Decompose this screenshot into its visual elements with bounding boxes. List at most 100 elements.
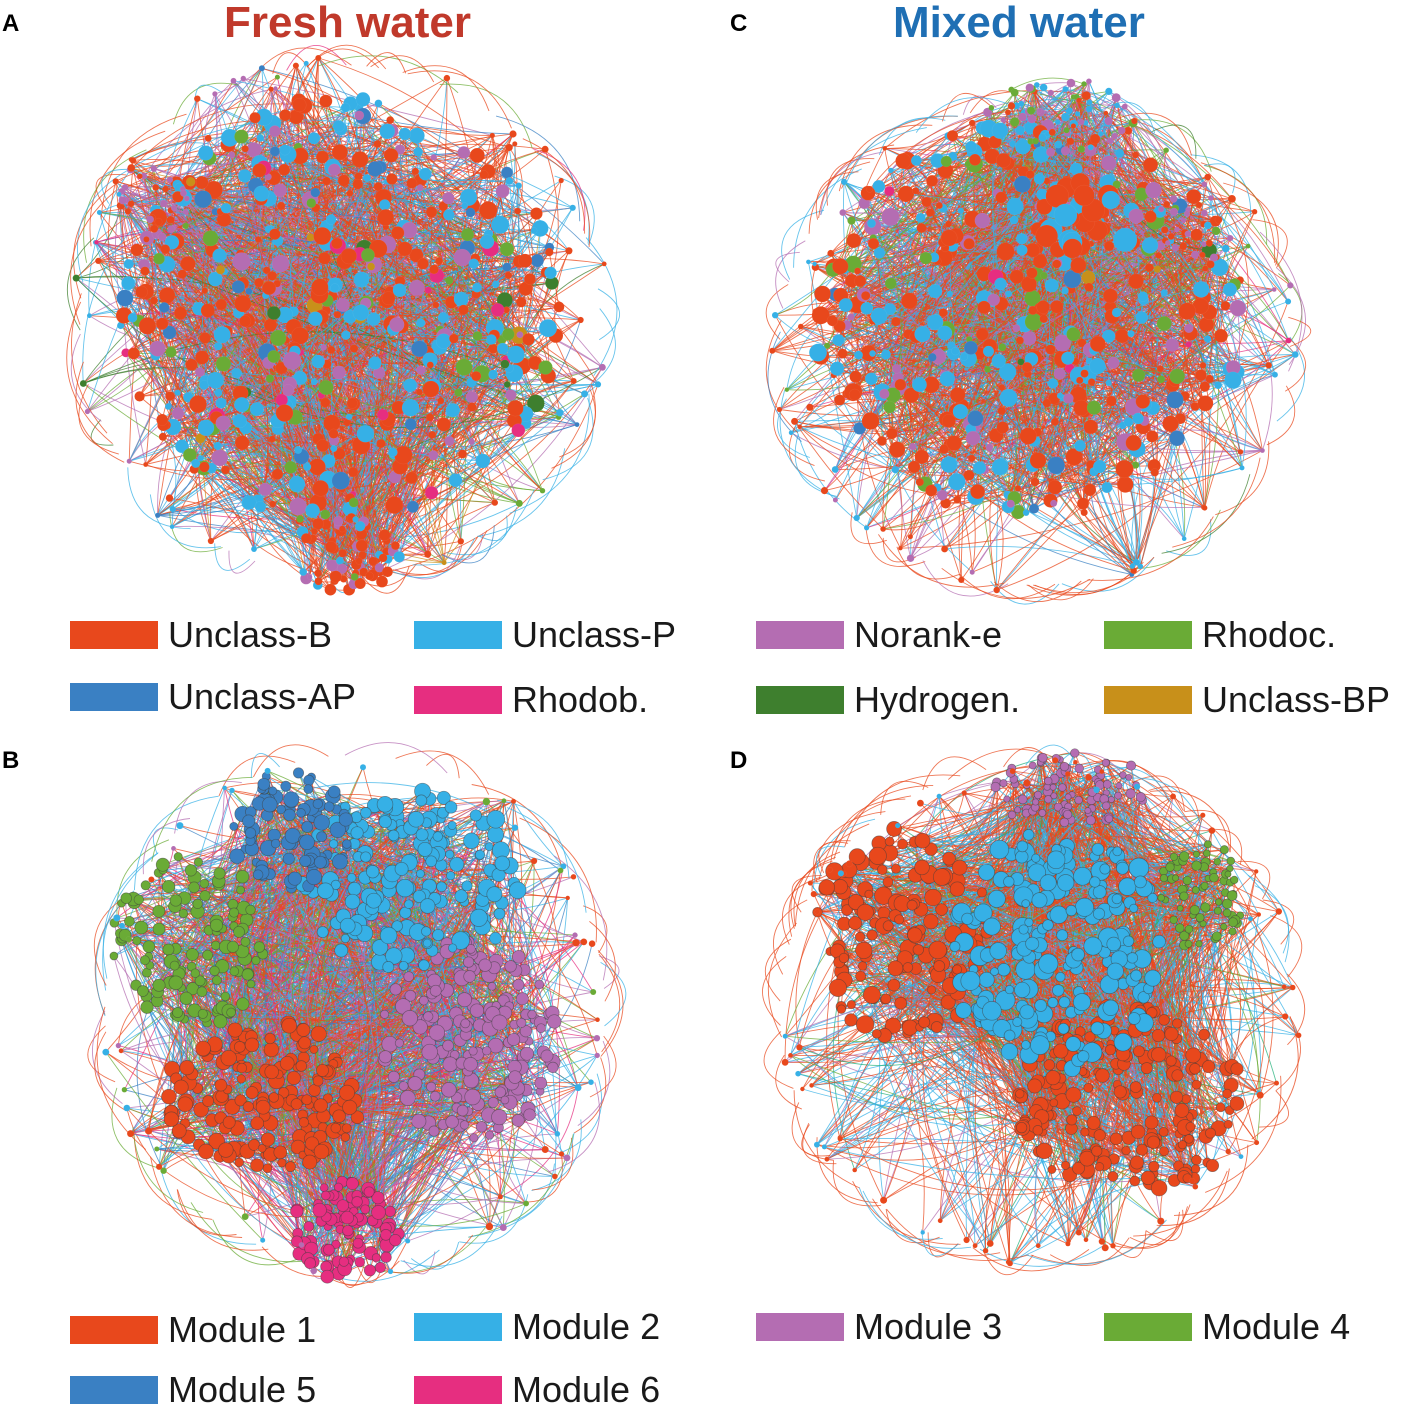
- network-node: [501, 166, 513, 179]
- network-node: [275, 404, 294, 422]
- network-node: [378, 529, 391, 541]
- network-node: [231, 280, 245, 294]
- network-node: [457, 537, 465, 545]
- network-node: [379, 199, 391, 211]
- network-node: [135, 285, 148, 299]
- network-node: [268, 435, 276, 443]
- network-node: [472, 331, 483, 341]
- network-node: [150, 224, 159, 233]
- network-node: [489, 132, 496, 139]
- network-node: [310, 378, 318, 386]
- network-node: [215, 397, 227, 409]
- network-edge: [284, 412, 483, 470]
- network-node: [346, 189, 354, 197]
- network-node: [313, 227, 332, 245]
- network-node: [352, 178, 364, 190]
- network-node: [378, 553, 388, 563]
- network-node: [302, 462, 312, 471]
- network-node: [467, 402, 477, 412]
- network-edge: [354, 367, 603, 583]
- network-node: [417, 257, 429, 270]
- network-node: [368, 356, 382, 370]
- network-node: [150, 165, 158, 172]
- network-edge: [378, 380, 575, 556]
- network-edge: [199, 438, 212, 542]
- network-node: [455, 358, 473, 376]
- network-node: [487, 343, 499, 354]
- network-node: [418, 167, 432, 181]
- network-node: [337, 174, 350, 187]
- network-node: [253, 185, 270, 202]
- network-node: [530, 253, 544, 268]
- network-node: [468, 258, 480, 269]
- network-node: [254, 236, 262, 243]
- network-node: [305, 503, 320, 519]
- network-node: [376, 575, 388, 588]
- network-node: [330, 283, 340, 293]
- network-node: [496, 342, 509, 355]
- network-node: [356, 424, 375, 443]
- network-node: [373, 140, 382, 148]
- network-node: [198, 461, 210, 473]
- network-node: [570, 377, 577, 385]
- network-node: [158, 432, 168, 441]
- network-node: [314, 577, 323, 586]
- network-node: [471, 371, 482, 382]
- network-node: [143, 236, 150, 243]
- network-node: [249, 112, 261, 124]
- network-edge: [165, 189, 201, 373]
- network-node: [341, 330, 351, 340]
- network-node: [436, 417, 451, 432]
- network-node: [416, 184, 424, 192]
- network-node: [444, 436, 455, 447]
- network-node: [311, 354, 325, 369]
- network-node: [279, 109, 292, 122]
- network-node: [376, 438, 386, 449]
- network-node: [232, 252, 251, 271]
- network-node: [162, 185, 169, 193]
- network-node: [269, 146, 280, 157]
- network-node: [524, 273, 536, 285]
- network-node: [174, 389, 181, 396]
- network-edge: [585, 237, 618, 376]
- network-node: [186, 177, 196, 187]
- network-node: [346, 397, 358, 409]
- network-edge: [195, 372, 212, 542]
- network-node: [315, 54, 322, 62]
- network-node: [269, 125, 281, 138]
- network-node: [327, 345, 336, 354]
- network-node: [288, 475, 306, 493]
- network-node: [156, 317, 169, 330]
- network-node: [234, 397, 250, 413]
- network-node: [349, 344, 359, 353]
- network-node: [271, 468, 284, 480]
- network-node: [468, 438, 475, 445]
- network-node: [265, 374, 275, 383]
- network-node: [574, 422, 580, 428]
- network-node: [401, 399, 420, 417]
- network-edge: [515, 149, 559, 353]
- network-node: [215, 356, 232, 372]
- network-node: [351, 151, 369, 168]
- network-node: [425, 206, 438, 218]
- network-node: [502, 328, 515, 341]
- network-node: [368, 556, 378, 566]
- network-node: [284, 460, 298, 474]
- network-node: [565, 247, 573, 255]
- network-node: [310, 527, 318, 535]
- network-node: [199, 332, 211, 344]
- network-node: [457, 449, 468, 459]
- network-node: [332, 365, 346, 380]
- network-node: [389, 317, 405, 333]
- network-node: [320, 344, 327, 351]
- network-node: [486, 334, 497, 345]
- network-node: [86, 313, 92, 319]
- network-node: [507, 400, 524, 417]
- network-node: [300, 533, 312, 544]
- network-node: [530, 207, 543, 220]
- network-node: [250, 546, 258, 553]
- network-node: [330, 445, 338, 453]
- network-node: [432, 301, 440, 309]
- network-node: [121, 276, 136, 291]
- network-node: [276, 201, 286, 211]
